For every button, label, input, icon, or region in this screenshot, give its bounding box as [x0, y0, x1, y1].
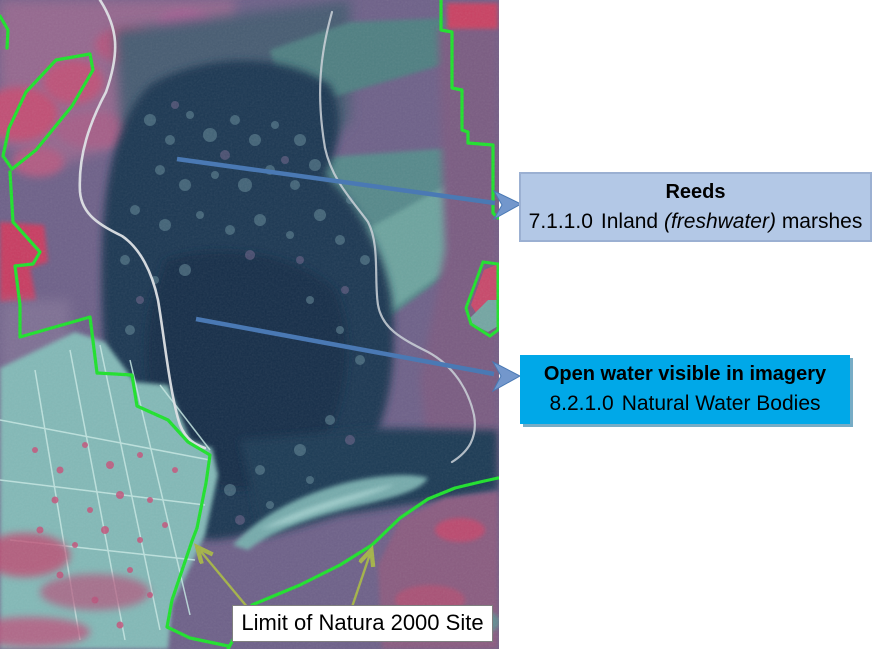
- open-water-classification: 8.2.1.0 Natural Water Bodies: [520, 389, 850, 419]
- reeds-callout: Reeds 7.1.1.0 Inland (freshwater) marshes: [519, 172, 872, 242]
- reeds-title: Reeds: [665, 181, 726, 203]
- reeds-desc-italic: (freshwater): [663, 210, 776, 233]
- image-noise: [0, 0, 499, 649]
- reeds-desc-pre: Inland: [600, 210, 664, 233]
- satellite-map: [0, 0, 499, 649]
- open-water-desc: Natural Water Bodies: [621, 392, 821, 415]
- reeds-code: 7.1.1.0: [528, 210, 593, 233]
- natura-site-label: Limit of Natura 2000 Site: [232, 605, 493, 642]
- satellite-map-art: [0, 0, 499, 649]
- open-water-code: 8.2.1.0: [549, 392, 614, 415]
- reeds-classification: 7.1.1.0 Inland (freshwater) marshes: [521, 207, 870, 237]
- reeds-desc-post: marshes: [775, 210, 863, 233]
- open-water-title: Open water visible in imagery: [543, 363, 827, 385]
- open-water-callout: Open water visible in imagery 8.2.1.0 Nat…: [520, 355, 850, 424]
